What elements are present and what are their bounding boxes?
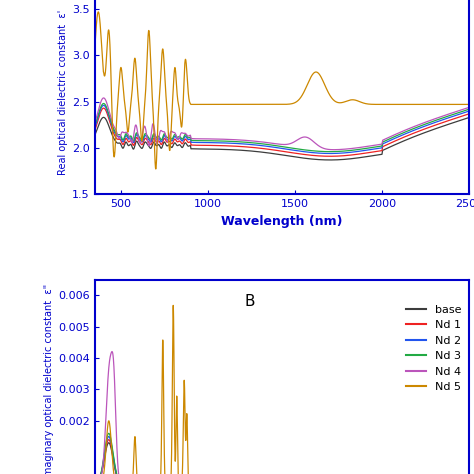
Line: base: base — [95, 443, 469, 474]
Y-axis label: Imaginary optical dielectric constant  ε": Imaginary optical dielectric constant ε" — [44, 284, 54, 474]
Nd 3 — [106, 430, 112, 436]
Legend: base, Nd 1, Nd 2, Nd 3, Nd 4, Nd 5: base, Nd 1, Nd 2, Nd 3, Nd 4, Nd 5 — [401, 300, 465, 397]
Y-axis label: Real optical dielectric constant  ε': Real optical dielectric constant ε' — [58, 10, 68, 175]
Nd 4 — [109, 349, 115, 355]
Line: Nd 4: Nd 4 — [95, 352, 469, 474]
base — [106, 440, 112, 446]
Line: Nd 1: Nd 1 — [95, 439, 469, 474]
Line: Nd 3: Nd 3 — [95, 433, 469, 474]
X-axis label: Wavelength (nm): Wavelength (nm) — [221, 215, 343, 228]
Nd 5 — [170, 302, 176, 308]
Line: Nd 2: Nd 2 — [95, 437, 469, 474]
Nd 1 — [106, 437, 112, 442]
Text: B: B — [245, 294, 255, 309]
Line: Nd 5: Nd 5 — [95, 305, 469, 474]
Nd 2 — [106, 434, 112, 439]
